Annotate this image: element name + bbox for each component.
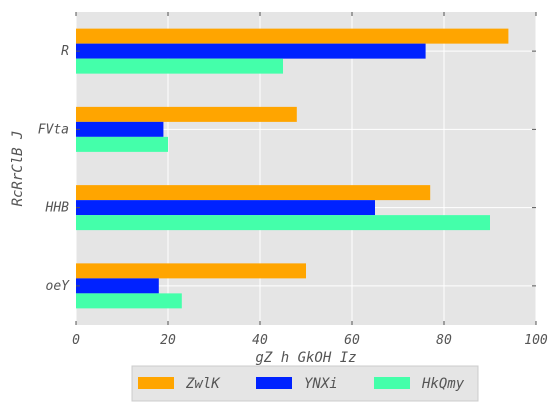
legend-box (131, 365, 479, 402)
bar-HkQmy-R (76, 58, 283, 74)
x-tick-label: 0 (72, 333, 80, 348)
bar-ZwlK-HHB (76, 185, 431, 201)
bar-HkQmy-HHB (76, 215, 490, 231)
legend-swatch (256, 377, 292, 389)
bar-HkQmy-oeY (76, 293, 182, 309)
legend-swatch (138, 377, 174, 389)
legend-swatch (374, 377, 410, 389)
legend-label: ZwlK (185, 376, 221, 392)
bar-ZwlK-FVta (76, 106, 297, 122)
y-axis-ticks: R FVta HHB oeY (38, 44, 536, 294)
x-tick-label: 60 (344, 333, 360, 348)
bar-ZwlK-R (76, 28, 509, 44)
bar-YNXi-FVta (76, 121, 164, 137)
legend-label: HkQmy (421, 376, 465, 392)
x-tick-label: 40 (252, 333, 268, 348)
legend: ZwlK YNXi HkQmy (131, 365, 479, 402)
x-tick-label: 100 (524, 333, 548, 348)
y-tick-label: HHB (45, 201, 70, 216)
y-axis-label: RcRrClB J (10, 131, 26, 207)
bar-YNXi-R (76, 43, 426, 59)
bar-YNXi-oeY (76, 278, 159, 294)
y-tick-label: R (61, 44, 69, 59)
legend-label: YNXi (304, 376, 338, 392)
bar-YNXi-HHB (76, 200, 375, 216)
y-tick-label: oeY (46, 279, 71, 294)
x-axis-ticks: 0 20 40 60 80 100 (72, 12, 548, 348)
bars (76, 28, 509, 309)
bar-ZwlK-oeY (76, 263, 306, 279)
x-tick-label: 80 (436, 333, 452, 348)
bar-HkQmy-FVta (76, 136, 168, 152)
y-tick-label: FVta (38, 122, 69, 137)
x-tick-label: 20 (160, 333, 176, 348)
x-axis-label: gZ h GkOH Iz (255, 350, 356, 366)
